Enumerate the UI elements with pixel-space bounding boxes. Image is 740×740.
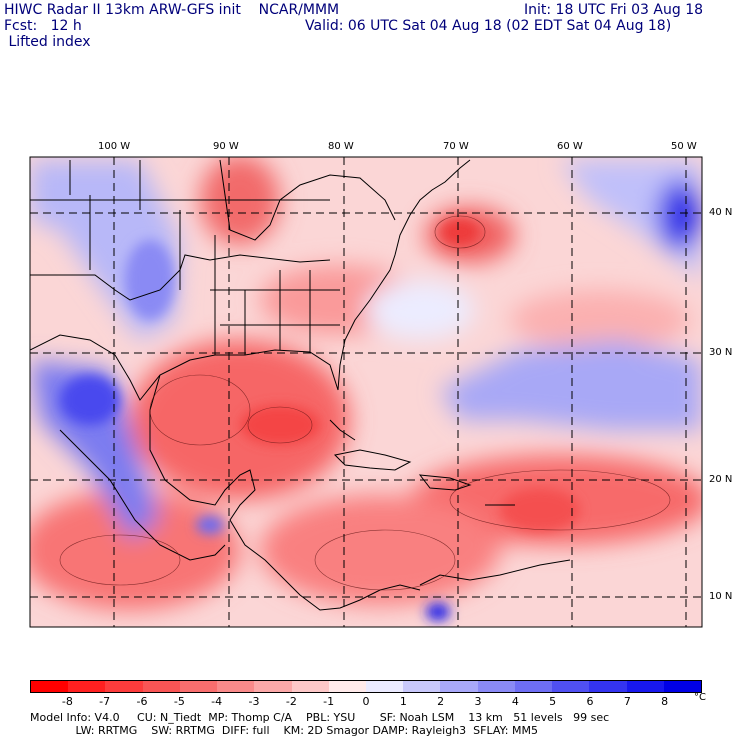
field-shading [30,157,702,627]
colorbar-tick-label: -3 [248,695,260,708]
colorbar-tick-label: 6 [586,695,594,708]
colorbar-tick-label: -8 [61,695,73,708]
colorbar-swatch [403,681,441,692]
colorbar-swatch [440,681,478,692]
colorbar-swatch [217,681,255,692]
lat-label-20n: 20 N [709,474,733,485]
colorbar-tick-label: -4 [211,695,223,708]
colorbar-swatch [105,681,143,692]
model-info-line1: Model Info: V4.0 CU: N_Tiedt MP: Thomp C… [30,711,610,724]
colorbar-swatch [552,681,590,692]
colorbar [30,680,702,693]
model-info-line2: LW: RRTMG SW: RRTMG DIFF: full KM: 2D Sm… [30,724,538,737]
colorbar-swatch [142,681,180,692]
colorbar-swatch [626,681,664,692]
field-name: Lifted index [4,34,91,50]
lon-label-100w: 100 W [98,141,131,152]
init-time: Init: 18 UTC Fri 03 Aug 18 [524,2,704,18]
colorbar-swatch [254,681,292,692]
colorbar-tick-label: 0 [362,695,370,708]
colorbar-swatch [514,681,553,692]
colorbar-tick-label: -2 [285,695,297,708]
colorbar-tick-label: 5 [549,695,557,708]
title-model: HIWC Radar II 13km ARW-GFS init NCAR/MMM [4,2,340,18]
lon-label-80w: 80 W [328,141,354,152]
lon-label-90w: 90 W [213,141,239,152]
lat-label-40n: 40 N [709,207,733,218]
lon-label-70w: 70 W [443,141,469,152]
colorbar-tick-label: -5 [173,695,185,708]
forecast-hour: Fcst: 12 h [4,18,82,34]
lat-label-30n: 30 N [709,347,733,358]
colorbar-tick-label: -7 [99,695,111,708]
colorbar-swatch [31,681,69,692]
colorbar-unit: °C [694,692,706,703]
lon-label-50w: 50 W [671,141,697,152]
colorbar-tick-label: -1 [323,695,335,708]
lat-label-10n: 10 N [709,591,733,602]
colorbar-tick-label: 3 [474,695,482,708]
colorbar-swatch [663,681,701,692]
colorbar-swatch [328,681,366,692]
colorbar-swatch [68,681,106,692]
colorbar-tick-label: 8 [661,695,669,708]
map-frame [29,156,703,628]
colorbar-swatch [291,681,329,692]
colorbar-tick-label: 2 [437,695,445,708]
colorbar-swatch [365,681,404,692]
colorbar-swatch [179,681,218,692]
colorbar-swatch [477,681,515,692]
coastlines [30,159,571,611]
colorbar-tick-label: 7 [623,695,631,708]
colorbar-tick-label: 4 [511,695,519,708]
colorbar-swatch [589,681,627,692]
lat-lon-grid [30,157,702,627]
colorbar-tick-label: -6 [136,695,148,708]
colorbar-tick-label: 1 [399,695,407,708]
lon-label-60w: 60 W [557,141,583,152]
valid-time: Valid: 06 UTC Sat 04 Aug 18 (02 EDT Sat … [305,18,672,34]
